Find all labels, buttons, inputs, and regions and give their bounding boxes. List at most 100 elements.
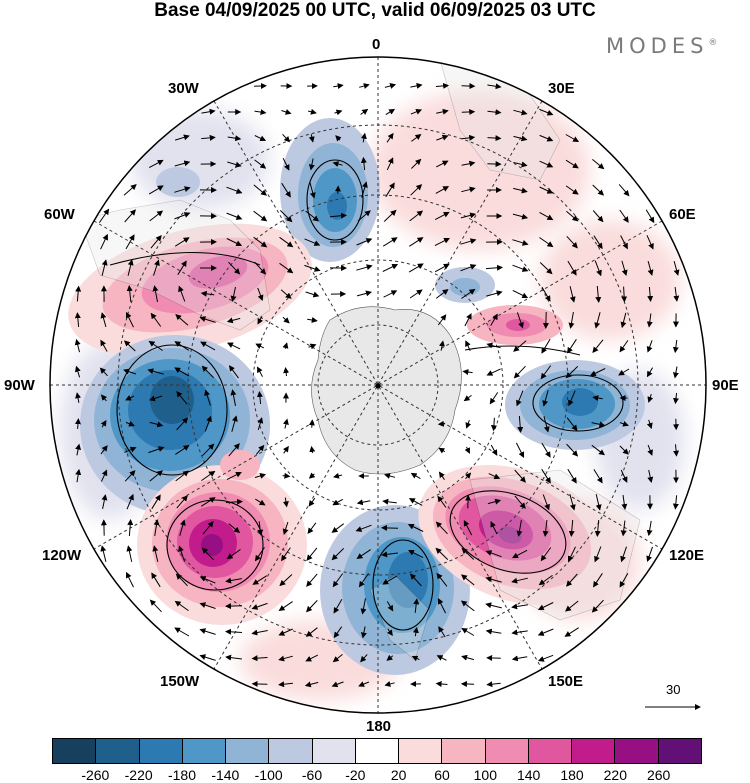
wind-arrow xyxy=(487,109,502,116)
wind-arrow xyxy=(333,472,343,479)
wind-arrow xyxy=(516,312,524,329)
wind-arrow xyxy=(124,470,136,482)
wind-arrow xyxy=(278,655,293,662)
wind-arrow xyxy=(513,135,528,142)
wind-arrow xyxy=(485,550,502,558)
wind-arrow xyxy=(490,521,498,535)
lon-label-30w: 30W xyxy=(168,80,199,97)
colorbar-tick-label: -180 xyxy=(167,767,197,783)
contour xyxy=(449,490,567,574)
wind-arrow xyxy=(461,627,475,636)
wind-arrow xyxy=(384,83,397,89)
wind-arrow xyxy=(464,472,472,480)
wind-arrow xyxy=(646,340,653,353)
wind-arrow xyxy=(512,549,528,559)
wind-arrow xyxy=(539,186,554,194)
wind-arrow xyxy=(489,392,499,405)
wind-arrow xyxy=(360,598,367,615)
wind-arrow xyxy=(253,184,267,196)
wind-arrow xyxy=(360,654,368,663)
colorbar-tick-label: -260 xyxy=(81,767,110,783)
wind-arrow xyxy=(386,628,393,637)
wind-arrow xyxy=(356,499,371,506)
wind-arrow xyxy=(283,367,290,377)
wind-arrow xyxy=(98,208,110,223)
wind-arrow xyxy=(435,680,448,687)
wind-arrow xyxy=(565,185,579,195)
meridian-60w-120e xyxy=(93,220,663,550)
wind-arrow xyxy=(228,443,240,457)
wind-arrow xyxy=(645,209,655,224)
wind-arrow xyxy=(252,575,268,585)
wind-arrow xyxy=(409,573,422,587)
wind-arrow xyxy=(309,182,316,199)
wind-arrow xyxy=(383,290,398,298)
wind-arrow xyxy=(177,260,187,276)
wind-arrow xyxy=(460,600,475,612)
wind-arrow xyxy=(593,573,603,588)
contour xyxy=(116,344,228,476)
wind-arrow xyxy=(305,291,320,298)
wind-arrow xyxy=(201,108,216,115)
wind-arrow xyxy=(569,286,576,303)
wind-arrow xyxy=(619,445,629,455)
wind-arrow xyxy=(204,415,212,432)
wind-arrow xyxy=(228,523,241,534)
lon-label-150w: 150W xyxy=(160,673,200,690)
wind-arrow xyxy=(673,287,680,302)
wind-arrow xyxy=(438,447,446,454)
wind-arrow xyxy=(308,158,315,171)
wind-arrow xyxy=(199,654,216,661)
wind-arrow xyxy=(281,182,291,198)
colorbar-segment xyxy=(485,739,529,763)
wind-arrow xyxy=(411,134,422,142)
wind-arrow xyxy=(174,627,190,637)
wind-arrow xyxy=(487,83,502,90)
wind-arrow xyxy=(542,519,549,537)
wind-arrow xyxy=(460,238,477,245)
colorbar-segment xyxy=(139,739,183,763)
wind-arrow xyxy=(100,339,108,352)
wind-arrow xyxy=(278,601,293,611)
wind-arrow xyxy=(149,421,164,428)
wind-arrow xyxy=(308,134,315,143)
wind-arrow xyxy=(592,210,604,223)
colorbar-segment xyxy=(442,739,486,763)
wind-arrow xyxy=(200,341,216,351)
wind-arrow xyxy=(490,417,497,432)
wind-vectors xyxy=(74,82,680,688)
wind-arrow xyxy=(621,260,628,277)
meridian-30e-150w xyxy=(213,100,543,670)
wind-arrow xyxy=(279,262,294,274)
wind-arrow xyxy=(279,574,293,587)
wind-arrow xyxy=(75,468,82,483)
wind-arrow xyxy=(200,497,216,507)
wind-arrow xyxy=(202,521,214,535)
colorbar-tick-label: 140 xyxy=(516,767,541,783)
wind-arrow xyxy=(434,211,450,221)
wind-arrow xyxy=(231,415,238,432)
wind-arrow xyxy=(306,600,318,613)
wind-arrow xyxy=(460,264,477,272)
wind-arrow xyxy=(251,655,268,662)
wind-arrow xyxy=(410,82,423,89)
colorbar-tick-label: -220 xyxy=(124,767,153,783)
wind-arrow xyxy=(461,134,476,141)
wind-arrow xyxy=(461,108,476,115)
wind-arrow xyxy=(356,238,373,246)
wind-arrow xyxy=(411,158,422,169)
wind-arrow xyxy=(435,288,449,299)
wind-arrow xyxy=(463,394,472,402)
wind-arrow xyxy=(464,446,470,454)
wind-arrow xyxy=(174,186,191,193)
wind-arrow xyxy=(619,209,629,223)
wind-arrow xyxy=(511,655,528,662)
wind-arrow xyxy=(646,235,654,250)
wind-arrow xyxy=(461,574,475,586)
wind-arrow xyxy=(619,572,629,588)
wind-arrow xyxy=(124,446,137,453)
wind-arrow xyxy=(386,157,394,171)
wind-arrow xyxy=(516,390,524,407)
wind-arrow xyxy=(305,627,318,637)
colorbar-tick-label: -20 xyxy=(345,767,366,783)
